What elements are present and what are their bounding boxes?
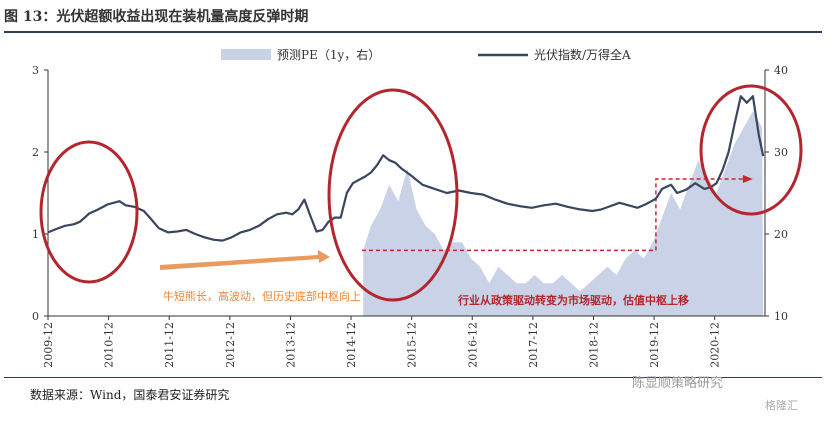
source-note: 数据来源：Wind，国泰君安证券研究 [30, 386, 229, 403]
annotation-bull-short: 牛短熊长，高波动，但历史底部中枢向上 [163, 289, 361, 303]
left-axis-tick-label: 1 [32, 228, 39, 241]
watermark-account: 陈显顺策略研究 [632, 372, 723, 391]
x-axis-tick-label: 2016-12 [466, 322, 479, 368]
x-axis-tick-label: 2013-12 [284, 322, 297, 368]
x-axis-tick-label: 2014-12 [345, 322, 358, 368]
x-axis-tick-label: 2019-12 [648, 322, 661, 368]
trend-arrow [160, 250, 330, 270]
pe-area-series [363, 111, 763, 316]
x-axis-tick-label: 2015-12 [406, 322, 419, 368]
right-axis-tick-label: 20 [774, 228, 788, 241]
right-axis-tick-label: 30 [774, 146, 788, 159]
chart: 0 1 2 3 10 20 30 40 2009-12 2010-12 2011-12 2012-12… [0, 0, 831, 421]
legend-pe-swatch [221, 49, 271, 60]
right-axis-tick-label: 40 [774, 64, 788, 77]
x-axis-tick-label: 2010-12 [103, 322, 116, 368]
x-axis-tick-label: 2011-12 [163, 322, 176, 368]
left-axis-tick-label: 2 [32, 146, 39, 159]
highlight-ellipse-2010 [41, 142, 137, 282]
x-axis-tick-label: 2018-12 [587, 322, 600, 368]
right-axis-tick-label: 10 [774, 310, 788, 323]
x-axis-tick-label: 2020-12 [709, 322, 722, 368]
left-axis-tick-label: 3 [32, 64, 39, 77]
annotation-market-driven: 行业从政策驱动转变为市场驱动，估值中枢上移 [457, 293, 689, 307]
watermark-brand: 格隆汇 [765, 397, 798, 413]
legend-index-label: 光伏指数/万得全A [534, 47, 631, 62]
x-axis-tick-label: 2009-12 [42, 322, 55, 368]
legend-pe-label: 预测PE（1y，右） [277, 47, 380, 62]
left-axis-tick-label: 0 [32, 310, 39, 323]
x-axis-tick-label: 2012-12 [224, 322, 237, 368]
x-axis-tick-label: 2017-12 [527, 322, 540, 368]
